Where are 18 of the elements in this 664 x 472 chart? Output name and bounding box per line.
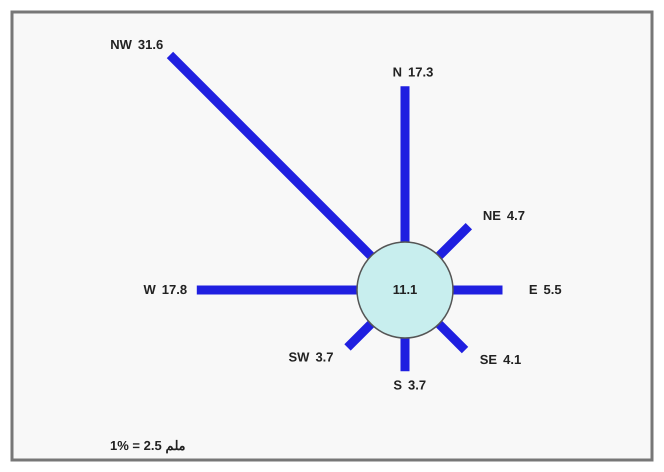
category-label: N bbox=[392, 64, 402, 80]
category-label: NE bbox=[482, 208, 502, 224]
category-label: W bbox=[144, 282, 157, 297]
category-label: SE bbox=[480, 352, 498, 367]
data-label: 4.1 bbox=[503, 352, 522, 367]
data-label: 5.5 bbox=[544, 282, 562, 297]
category-label: E bbox=[528, 282, 538, 297]
data-label: 3.7 bbox=[315, 349, 334, 364]
data-label: 17.3 bbox=[408, 64, 434, 80]
category-label: S bbox=[393, 377, 402, 392]
data-label: 3.7 bbox=[408, 377, 426, 392]
data-label: 17.8 bbox=[162, 282, 188, 297]
data-label: 4.7 bbox=[506, 208, 525, 224]
data-label: 31.6 bbox=[138, 37, 164, 52]
category-label: NW bbox=[110, 37, 133, 52]
text: 1% = 2.5 ملم bbox=[110, 438, 186, 454]
text: 11.1 bbox=[392, 282, 418, 297]
category-label: SW bbox=[288, 349, 310, 364]
